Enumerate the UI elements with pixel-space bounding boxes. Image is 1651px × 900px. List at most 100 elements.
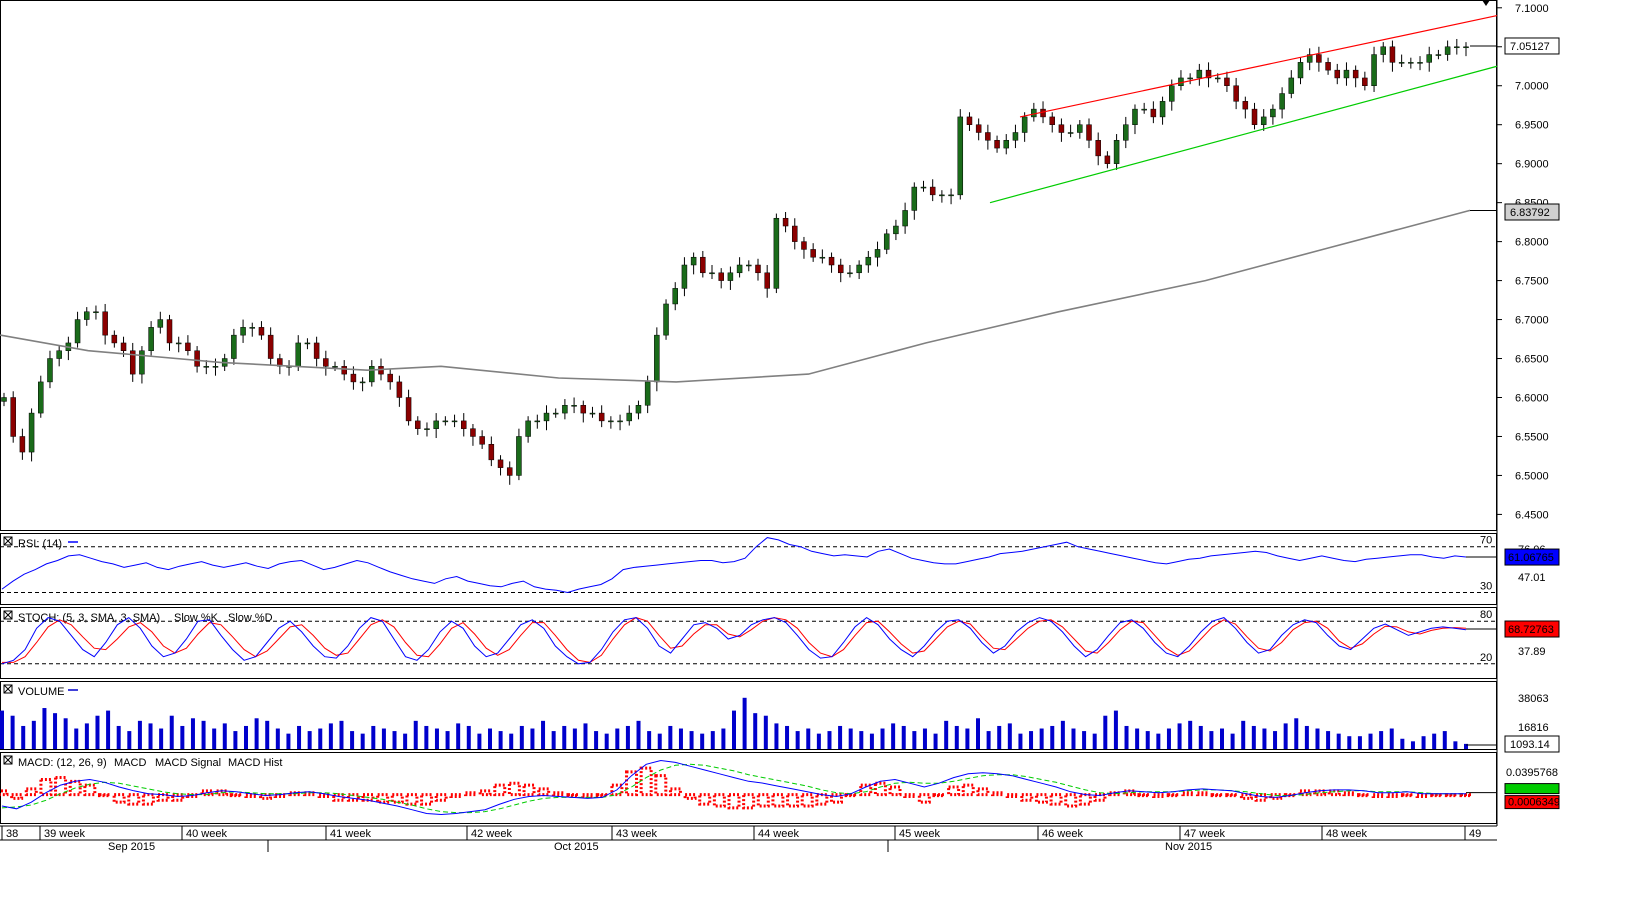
- candle-body: [994, 140, 1000, 149]
- channel-lower-line: [989, 65, 1498, 204]
- candle-body: [28, 412, 35, 453]
- macd-hist-bar: [991, 791, 1005, 797]
- macd-hist-bar: [1210, 793, 1224, 798]
- candle-body: [1306, 54, 1313, 63]
- volume-bar: [403, 733, 408, 749]
- candle-body: [1003, 140, 1010, 149]
- volume-bar: [222, 723, 227, 749]
- candle-body: [782, 217, 789, 227]
- candle-body: [295, 342, 301, 367]
- sma-value-label: 6.83792: [1510, 207, 1550, 219]
- volume-current-box: [1504, 735, 1560, 753]
- candle-body: [985, 132, 991, 141]
- macd-hist-bar: [581, 793, 595, 798]
- volume-bar: [1432, 733, 1437, 749]
- candle-body: [1325, 62, 1331, 71]
- volume-bar: [551, 731, 556, 749]
- candle-body: [939, 194, 945, 197]
- volume-bar: [456, 723, 461, 749]
- candle-body: [663, 303, 669, 336]
- volume-bar: [1220, 728, 1224, 749]
- candle-body: [644, 381, 651, 406]
- macd-hist-bar: [1357, 793, 1371, 798]
- candle-body: [709, 272, 715, 275]
- volume-bar: [360, 733, 365, 749]
- candle-body: [525, 420, 531, 437]
- candle-body: [792, 225, 798, 242]
- volume-bar: [265, 720, 270, 749]
- macd-line: [1, 759, 1466, 816]
- volume-bar: [74, 728, 79, 749]
- candle-body: [497, 459, 504, 468]
- week-label: 45 week: [899, 828, 940, 840]
- candle-body: [488, 444, 495, 461]
- macd-hist-bar: [507, 781, 521, 797]
- candle-body: [626, 412, 633, 422]
- candle-body: [506, 467, 513, 476]
- volume-bar: [1262, 728, 1267, 749]
- candle-body: [1362, 77, 1368, 86]
- volume-bar: [1113, 710, 1118, 749]
- candle-body: [249, 327, 256, 329]
- candle-body: [847, 272, 853, 275]
- candle-body: [681, 264, 688, 289]
- month-label: Oct 2015: [554, 841, 599, 853]
- candle-body: [700, 256, 706, 274]
- candle-body: [874, 249, 881, 258]
- candle-body: [433, 420, 439, 429]
- candle-body: [1214, 77, 1221, 80]
- rsi-current-box: [1504, 548, 1560, 566]
- candle-body: [1454, 46, 1460, 49]
- macd-hist-bar: [771, 793, 785, 808]
- macd-hist-bar: [522, 783, 536, 797]
- macd-hist-bar: [712, 793, 726, 808]
- candle-body: [562, 405, 568, 414]
- volume-bar: [1336, 733, 1341, 749]
- macd-hist-bar: [654, 774, 668, 797]
- volume-bar: [636, 720, 641, 749]
- candle-body: [534, 420, 541, 423]
- candle-body: [56, 350, 62, 359]
- volume-bar: [678, 728, 683, 749]
- macd-hist-bar: [405, 793, 419, 806]
- volume-bar: [657, 733, 662, 749]
- channel-upper-line: [1019, 15, 1498, 118]
- volume-bar: [233, 731, 238, 749]
- candle-body: [102, 311, 108, 336]
- macd-hist-bar: [1298, 789, 1312, 797]
- macd-hist-bar: [1181, 791, 1195, 797]
- candle-body: [672, 288, 678, 305]
- candle-body: [1150, 108, 1157, 118]
- macd-hist-bar: [947, 785, 961, 797]
- candle-body: [819, 256, 826, 259]
- candle-body: [1417, 62, 1423, 64]
- volume-bar: [1039, 728, 1044, 749]
- volume-bar: [604, 733, 609, 749]
- stoch-axis-label: 37.89: [1518, 646, 1546, 658]
- volume-bar: [1283, 723, 1288, 749]
- week-label: 42 week: [471, 828, 512, 840]
- volume-bar: [1092, 733, 1097, 749]
- volume-bar: [785, 725, 790, 749]
- macd-hist-bar: [786, 793, 800, 808]
- volume-bar: [169, 715, 174, 749]
- macd-hist-bar: [141, 793, 155, 806]
- volume-bar: [859, 731, 864, 749]
- volume-bar: [1379, 731, 1384, 749]
- volume-bar: [530, 728, 535, 749]
- volume-bar: [1156, 733, 1161, 749]
- price-axis-label: 6.9000: [1515, 159, 1549, 171]
- week-label: 43 week: [616, 828, 657, 840]
- candle-body: [764, 272, 770, 289]
- candle-body: [1067, 132, 1074, 134]
- volume-bar: [1389, 728, 1394, 749]
- volume-current-label: 1093.14: [1510, 739, 1550, 751]
- volume-bar: [1368, 733, 1373, 749]
- candle-body: [267, 334, 274, 359]
- stoch-current-label: 68.72763: [1508, 624, 1554, 636]
- volume-axis-label: 16816: [1518, 722, 1549, 734]
- candle-body: [911, 186, 918, 211]
- macd-hist-bar: [639, 766, 653, 797]
- candle-body: [332, 366, 338, 368]
- macd-hist-bar: [97, 793, 111, 798]
